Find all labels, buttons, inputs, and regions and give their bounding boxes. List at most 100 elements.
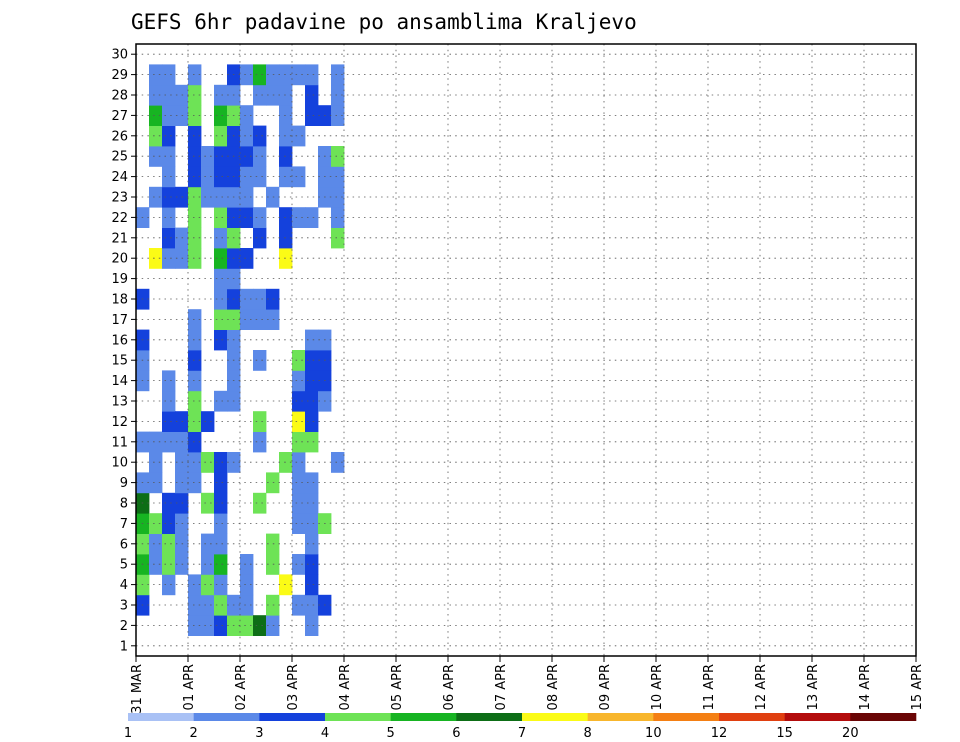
precip-cell-62 (188, 452, 202, 473)
precipitation-cells (136, 64, 345, 636)
precip-cell-231 (331, 146, 345, 167)
legend-label-3: 4 (321, 726, 329, 741)
precip-cell-163 (266, 594, 280, 616)
precip-cell-198 (305, 615, 319, 636)
chart-title: GEFS 6hr padavine po ansamblima Kraljevo (131, 10, 637, 34)
precip-cell-96 (214, 513, 228, 534)
y-tick-label-21: 21 (111, 231, 128, 246)
legend-label-6: 7 (518, 726, 526, 741)
precip-cell-105 (214, 248, 228, 269)
precip-cell-170 (266, 84, 280, 106)
precip-cell-205 (305, 472, 319, 494)
precip-cell-191 (292, 390, 306, 412)
precip-cell-63 (188, 431, 202, 453)
y-tick-label-20: 20 (111, 252, 128, 267)
precip-cell-60 (188, 574, 202, 596)
precip-cell-148 (253, 615, 267, 636)
y-tick-label-7: 7 (120, 517, 128, 532)
y-tick-label-26: 26 (111, 129, 128, 144)
precip-cell-111 (214, 125, 228, 147)
precip-cell-209 (305, 370, 319, 392)
precip-cell-107 (214, 207, 228, 228)
legend-swatch-7 (587, 713, 654, 721)
precip-cell-147 (240, 64, 254, 86)
x-tick-label-1: 01 APR (182, 664, 197, 710)
y-tick-label-28: 28 (111, 89, 128, 104)
precip-cell-165 (266, 533, 280, 555)
precip-cell-90 (201, 146, 215, 167)
precip-cell-112 (214, 105, 228, 126)
precip-cell-141 (240, 207, 254, 228)
precip-cell-82 (201, 574, 215, 596)
precip-cell-36 (162, 227, 176, 249)
precip-cell-77 (188, 105, 202, 126)
precip-cell-25 (149, 64, 163, 86)
precip-cell-102 (214, 309, 228, 330)
precip-cell-161 (253, 64, 267, 86)
precip-cell-58 (188, 615, 202, 636)
precip-cell-26 (162, 574, 176, 596)
precip-cell-228 (331, 207, 345, 228)
precip-cell-32 (162, 411, 176, 432)
color-legend: 1 2 3 4 5 6 7 8 10 12 15 20 (124, 713, 917, 741)
precip-cell-28 (162, 533, 176, 555)
legend-label-0: 1 (124, 726, 132, 741)
precip-cell-160 (253, 84, 267, 106)
precip-cell-44 (162, 64, 176, 86)
precip-cell-69 (188, 309, 202, 330)
legend-label-9: 12 (711, 726, 728, 741)
y-tick-label-6: 6 (120, 537, 128, 552)
y-tick-label-19: 19 (111, 272, 128, 287)
y-tick-label-9: 9 (120, 476, 128, 491)
precip-cell-33 (162, 390, 176, 412)
y-tick-label-4: 4 (120, 578, 128, 593)
precip-cell-87 (201, 411, 215, 432)
precip-cell-79 (188, 64, 202, 86)
legend-label-11: 20 (842, 726, 859, 741)
precip-cell-101 (214, 329, 228, 351)
precip-cell-168 (266, 288, 280, 310)
precip-cell-150 (253, 431, 267, 453)
precip-cell-27 (162, 554, 176, 575)
x-tick-label-13: 13 APR (806, 664, 821, 710)
precip-cell-37 (162, 207, 176, 228)
precip-cell-29 (162, 513, 176, 534)
precip-cell-24 (149, 84, 163, 106)
precip-cell-80 (201, 615, 215, 636)
legend-swatch-8 (653, 713, 720, 721)
precip-cell-78 (188, 84, 202, 106)
x-tick-label-14: 14 APR (858, 664, 873, 710)
precip-cell-144 (240, 146, 254, 167)
precip-cell-143 (240, 166, 254, 188)
precip-cell-232 (331, 105, 345, 126)
y-tick-label-29: 29 (111, 68, 128, 83)
precip-cell-213 (305, 105, 319, 126)
precip-cell-193 (292, 350, 306, 371)
precip-cell-74 (188, 166, 202, 188)
precip-cell-158 (253, 146, 267, 167)
precip-cell-106 (214, 227, 228, 249)
precip-cell-23 (149, 105, 163, 126)
legend-swatch-6 (522, 713, 588, 721)
precip-cell-88 (201, 186, 215, 208)
legend-swatch-4 (390, 713, 457, 721)
y-tick-label-11: 11 (111, 435, 128, 450)
precip-cell-71 (188, 227, 202, 249)
legend-label-10: 15 (776, 726, 793, 741)
y-tick-label-3: 3 (120, 599, 128, 614)
precip-cell-14 (149, 533, 163, 555)
precip-cell-104 (214, 268, 228, 290)
precip-cell-138 (240, 309, 254, 330)
precip-cell-89 (201, 166, 215, 188)
precip-cell-195 (292, 166, 306, 188)
precip-cell-140 (240, 248, 254, 269)
precip-cell-227 (331, 227, 345, 249)
x-tick-label-10: 10 APR (650, 664, 665, 710)
legend-label-2: 3 (255, 726, 263, 741)
precip-cell-94 (214, 554, 228, 575)
precip-cell-194 (292, 207, 306, 228)
y-tick-label-2: 2 (120, 619, 128, 634)
legend-label-8: 10 (645, 726, 662, 741)
precip-cell-41 (162, 125, 176, 147)
